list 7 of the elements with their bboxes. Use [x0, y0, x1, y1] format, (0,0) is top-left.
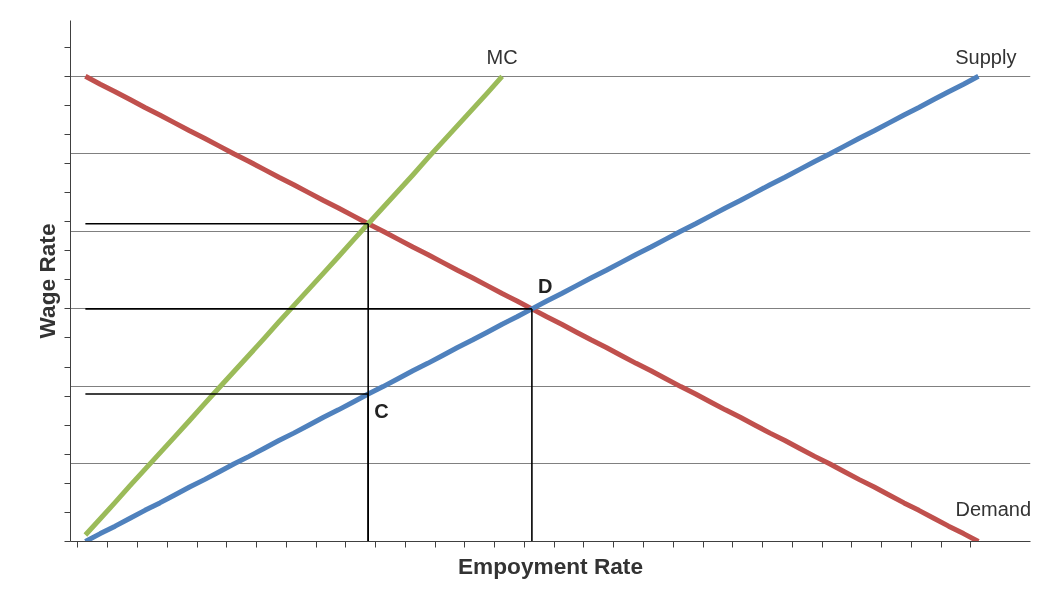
- series-label: Demand: [955, 497, 1032, 520]
- annotation: D: [537, 274, 553, 297]
- series-label: Supply: [955, 46, 1017, 69]
- x-axis-title: Empoyment Rate: [457, 552, 644, 579]
- series-label: MC: [486, 46, 518, 69]
- y-axis-title: Wage Rate: [33, 223, 60, 339]
- annotation: C: [374, 400, 389, 423]
